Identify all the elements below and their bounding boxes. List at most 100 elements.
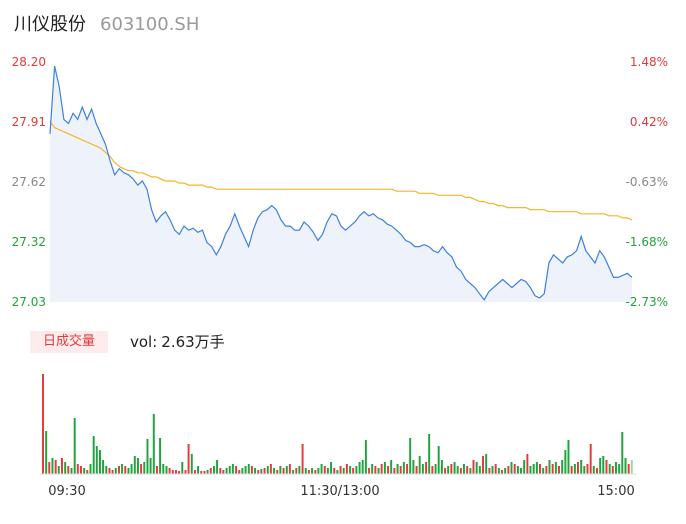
volume-bar bbox=[425, 462, 428, 474]
volume-bar bbox=[529, 466, 532, 474]
price-axis-labels: 28.20 27.91 27.62 27.32 27.03 bbox=[12, 55, 46, 309]
volume-bar bbox=[130, 464, 133, 474]
volume-bar bbox=[618, 464, 621, 474]
price-tick-label: 27.32 bbox=[12, 235, 46, 249]
volume-bar bbox=[181, 462, 184, 474]
volume-bar bbox=[73, 418, 76, 474]
volume-bar bbox=[165, 466, 168, 474]
volume-bar bbox=[542, 468, 545, 474]
volume-bar bbox=[330, 462, 333, 474]
volume-bar bbox=[627, 464, 630, 474]
volume-bar bbox=[485, 454, 488, 474]
volume-bar bbox=[358, 462, 361, 474]
volume-bar bbox=[61, 458, 63, 474]
volume-bar bbox=[580, 460, 583, 474]
volume-bar bbox=[184, 470, 187, 474]
volume-bar bbox=[143, 462, 146, 474]
volume-bar bbox=[83, 468, 86, 474]
volume-bar bbox=[247, 464, 250, 474]
volume-bar bbox=[168, 468, 171, 474]
price-area-fill bbox=[50, 66, 632, 302]
time-tick-label: 15:00 bbox=[597, 484, 634, 499]
daily-volume-tab[interactable]: 日成交量 bbox=[30, 331, 108, 353]
volume-bar bbox=[573, 464, 576, 474]
volume-bar bbox=[355, 466, 358, 474]
volume-bar bbox=[387, 466, 390, 474]
volume-bar bbox=[592, 466, 595, 474]
volume-bar bbox=[478, 466, 481, 474]
volume-bar bbox=[605, 460, 608, 474]
percent-tick-label: -0.63% bbox=[626, 175, 668, 189]
time-axis-labels: 09:30 11:30/13:00 15:00 bbox=[48, 484, 634, 499]
volume-bar bbox=[225, 468, 228, 474]
volume-bar bbox=[482, 456, 484, 474]
volume-bar bbox=[406, 464, 409, 474]
price-tick-label: 28.20 bbox=[12, 55, 46, 69]
volume-bar bbox=[203, 471, 206, 474]
volume-bar bbox=[70, 468, 73, 474]
volume-label: vol: bbox=[130, 333, 158, 351]
volume-bar bbox=[260, 469, 263, 474]
volume-bar bbox=[621, 432, 624, 474]
volume-bar bbox=[146, 439, 149, 474]
volume-bar bbox=[285, 466, 288, 474]
volume-bar bbox=[273, 468, 276, 474]
volume-bar bbox=[269, 464, 272, 474]
percent-axis-labels: 1.48% 0.42% -0.63% -1.68% -2.73% bbox=[626, 55, 668, 309]
volume-bar bbox=[447, 466, 450, 474]
volume-bar bbox=[545, 466, 548, 474]
volume-bar bbox=[95, 446, 98, 474]
volume-bar bbox=[339, 466, 342, 474]
volume-bar bbox=[282, 468, 285, 474]
volume-bar bbox=[304, 468, 307, 474]
volume-bar bbox=[314, 470, 317, 474]
volume-bar bbox=[238, 470, 241, 474]
percent-tick-label: -1.68% bbox=[626, 235, 668, 249]
volume-bar bbox=[396, 464, 399, 474]
volume-bar bbox=[409, 438, 412, 474]
volume-bar bbox=[171, 470, 174, 474]
volume-bar bbox=[64, 462, 67, 474]
volume-bar bbox=[307, 470, 310, 474]
volume-bar bbox=[586, 464, 589, 474]
volume-bar bbox=[48, 462, 51, 474]
volume-bar bbox=[577, 462, 579, 474]
volume-bar bbox=[137, 458, 139, 474]
volume-bar bbox=[276, 470, 279, 474]
volume-bar bbox=[51, 458, 54, 474]
average-price-line bbox=[49, 121, 633, 221]
volume-bar bbox=[288, 464, 291, 474]
volume-bar bbox=[570, 466, 573, 474]
volume-bar bbox=[583, 466, 586, 474]
volume-bar bbox=[133, 456, 136, 474]
price-tick-label: 27.03 bbox=[12, 295, 46, 309]
volume-bar bbox=[311, 468, 314, 474]
volume-bar bbox=[194, 470, 196, 474]
volume-bar bbox=[440, 460, 443, 474]
volume-bar bbox=[86, 470, 89, 474]
volume-bar bbox=[209, 468, 212, 474]
volume-bar bbox=[475, 462, 478, 474]
volume-bar bbox=[114, 468, 117, 474]
volume-bar bbox=[551, 464, 554, 474]
volume-bar bbox=[532, 464, 535, 474]
volume-bar bbox=[463, 464, 465, 474]
volume-bar bbox=[216, 460, 219, 474]
volume-bar bbox=[121, 464, 124, 474]
volume-bar bbox=[497, 468, 500, 474]
volume-bar bbox=[599, 458, 602, 474]
price-fill-layer bbox=[50, 66, 632, 302]
volume-bar bbox=[402, 462, 405, 474]
volume-bar bbox=[554, 462, 557, 474]
volume-bar bbox=[301, 444, 304, 474]
time-tick-label: 11:30/13:00 bbox=[300, 484, 379, 499]
volume-bar bbox=[361, 460, 364, 474]
volume-bar bbox=[222, 470, 225, 474]
volume-bar bbox=[279, 466, 282, 474]
volume-bar bbox=[504, 468, 507, 474]
volume-bar bbox=[558, 466, 560, 474]
volume-bar bbox=[466, 466, 469, 474]
volume-bar bbox=[317, 468, 320, 474]
volume-bar bbox=[374, 466, 377, 474]
volume-bar bbox=[200, 471, 203, 474]
